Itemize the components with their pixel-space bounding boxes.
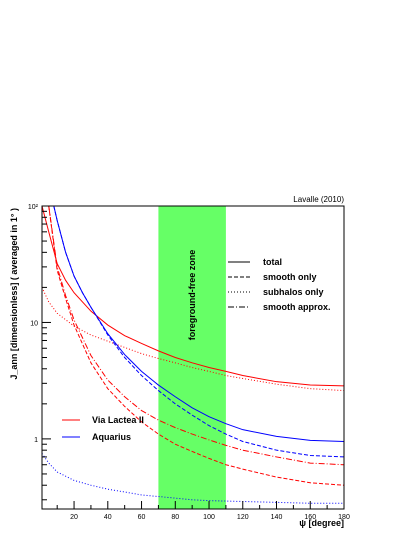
legend-style-label: smooth only [263, 272, 317, 282]
x-tick-label: 60 [138, 514, 146, 521]
legend-style-label: smooth approx. [263, 302, 331, 312]
foreground-free-band [158, 206, 226, 509]
x-tick-label: 40 [104, 514, 112, 521]
legend-style-label: total [263, 257, 282, 267]
legend-color-label: Aquarius [92, 432, 131, 442]
legend-color-label: Via Lactea II [92, 415, 144, 425]
band-label: foreground-free zone [187, 250, 197, 341]
x-tick-label: 120 [237, 514, 249, 521]
series-line-aquarius-smooth-only [53, 206, 344, 458]
series-line-aquarius-subhalos-only [42, 453, 344, 504]
x-tick-label: 80 [171, 514, 179, 521]
x-tick-label: 180 [338, 514, 350, 521]
annotation-corner: Lavalle (2010) [293, 195, 344, 204]
y-tick-label: 1 [34, 437, 38, 444]
series-line-via-lactea-ii-smooth-approx- [48, 206, 344, 466]
x-tick-label: 160 [304, 514, 316, 521]
y-tick-label: 10 [30, 320, 38, 327]
x-tick-label: 140 [271, 514, 283, 521]
x-tick-label: 100 [203, 514, 215, 521]
legend-style-label: subhalos only [263, 287, 324, 297]
series-line-via-lactea-ii-subhalos-only [42, 287, 344, 392]
series-line-via-lactea-ii-total [42, 206, 344, 387]
x-tick-label: 20 [70, 514, 78, 521]
y-axis-label: J_ann [dimensionless] ( averaged in 1° ) [9, 208, 19, 380]
x-axis-label: ψ [degree] [299, 518, 344, 528]
y-tick-label: 10² [28, 204, 39, 211]
